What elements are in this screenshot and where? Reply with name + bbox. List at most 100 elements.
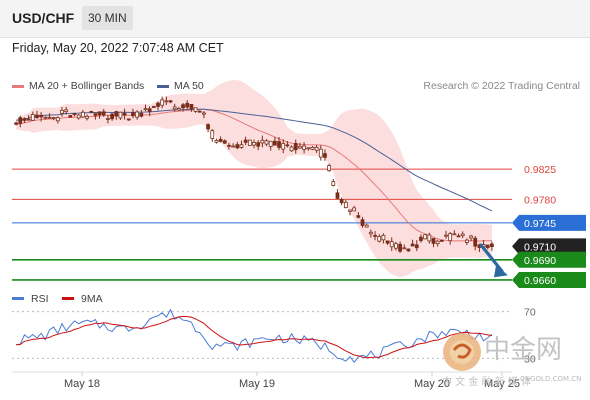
price-labels-layer: 0.9825 0.9780 0.9745 0.9710 0.9690 0.9660: [512, 164, 586, 288]
candle: [143, 104, 148, 112]
candle: [176, 106, 181, 112]
candle: [22, 117, 27, 123]
candle: [156, 101, 160, 111]
candle: [218, 136, 223, 143]
candle: [243, 136, 248, 146]
candle: [172, 103, 177, 112]
candle: [227, 142, 231, 150]
time-tick-label: May 19: [239, 378, 275, 390]
ma50-swatch-icon: [157, 84, 169, 88]
time-tick-label: May 20: [414, 378, 450, 390]
candle: [214, 138, 219, 144]
rsi-line: [16, 308, 493, 364]
top-bar: USD/CHF 30 MIN: [0, 0, 590, 38]
candle: [435, 239, 440, 247]
candle: [256, 140, 261, 151]
candle: [101, 108, 106, 117]
candle: [298, 142, 302, 149]
candle: [356, 212, 361, 219]
candle: [318, 145, 323, 161]
candle: [72, 113, 77, 117]
candle: [118, 111, 123, 120]
candle: [64, 106, 69, 115]
legend-rsi-label: RSI: [31, 293, 49, 305]
candle: [181, 102, 185, 112]
bollinger-band-layer: [16, 80, 492, 278]
candle: [76, 114, 81, 120]
price-level-tag: [512, 271, 586, 288]
time-tick-label: May 18: [64, 378, 100, 390]
candle: [35, 110, 39, 119]
candle: [452, 230, 457, 236]
candle: [272, 137, 277, 146]
candle: [306, 147, 311, 151]
candle: [406, 248, 411, 252]
legend-ma50-label: MA 50: [174, 80, 204, 92]
watermark-tagline-text: 中 文 金 融 新 媒 体: [442, 375, 531, 388]
candle: [68, 114, 73, 118]
candle: [168, 100, 173, 104]
candle: [310, 145, 315, 151]
watermark-logo-icon: 中金网 中 文 金 融 新 媒 体 CNGOLD.COM.CN: [442, 333, 581, 388]
watermark-brand-text: 中金网: [484, 335, 562, 365]
candle: [448, 232, 453, 245]
time-axis: May 18 May 19 May 20 May 25: [12, 371, 520, 390]
research-credit: Research © 2022 Trading Central: [423, 80, 580, 92]
price-levels-layer: [12, 168, 512, 281]
candle: [185, 100, 190, 110]
candle: [210, 128, 215, 142]
candle: [131, 108, 135, 119]
candle: [464, 238, 469, 246]
legend-9ma-label: 9MA: [81, 293, 103, 305]
candle: [114, 110, 119, 120]
candle: [368, 229, 373, 238]
candle: [189, 104, 194, 112]
candle: [364, 223, 369, 228]
timeframe-button[interactable]: 30 MIN: [82, 6, 133, 30]
forecast-arrowhead-icon: [494, 265, 508, 278]
candle: [327, 163, 332, 172]
candle: [373, 231, 377, 241]
candle: [47, 113, 52, 119]
candle: [377, 234, 382, 243]
price-level-tag: [512, 238, 586, 255]
ma20-swatch-icon: [12, 84, 24, 88]
candle: [55, 116, 60, 124]
rsi-tick-label: 70: [524, 307, 536, 319]
candle: [202, 110, 206, 119]
symbol-title: USD/CHF: [12, 10, 75, 26]
candle: [135, 110, 140, 120]
candle: [398, 241, 402, 253]
candle: [381, 233, 386, 244]
candle: [423, 234, 428, 240]
candle: [431, 238, 436, 248]
candle: [260, 135, 265, 148]
candle: [110, 113, 114, 121]
price-level-label: 0.9825: [524, 164, 556, 176]
candle: [239, 140, 244, 149]
candle: [289, 145, 294, 153]
candle: [197, 110, 202, 113]
candle: [419, 234, 423, 243]
candle: [444, 230, 448, 239]
bollinger-band-area: [16, 80, 492, 278]
time-tick-label: May 25: [484, 378, 520, 390]
candle: [206, 123, 210, 133]
candle: [39, 112, 44, 122]
candle: [26, 114, 31, 121]
candle: [439, 239, 444, 242]
candle: [427, 232, 432, 244]
candle: [231, 143, 236, 148]
price-level-tag: [512, 251, 586, 268]
forecast-arrow-layer: [479, 243, 508, 278]
forecast-arrow-icon: [479, 243, 504, 273]
candle: [410, 239, 415, 247]
candle: [402, 244, 407, 250]
candle: [247, 139, 252, 146]
candle: [360, 216, 365, 228]
legend-ma20-label: MA 20 + Bollinger Bands: [29, 80, 145, 92]
candle: [97, 111, 102, 119]
candle: [385, 240, 390, 245]
candle: [389, 237, 394, 251]
